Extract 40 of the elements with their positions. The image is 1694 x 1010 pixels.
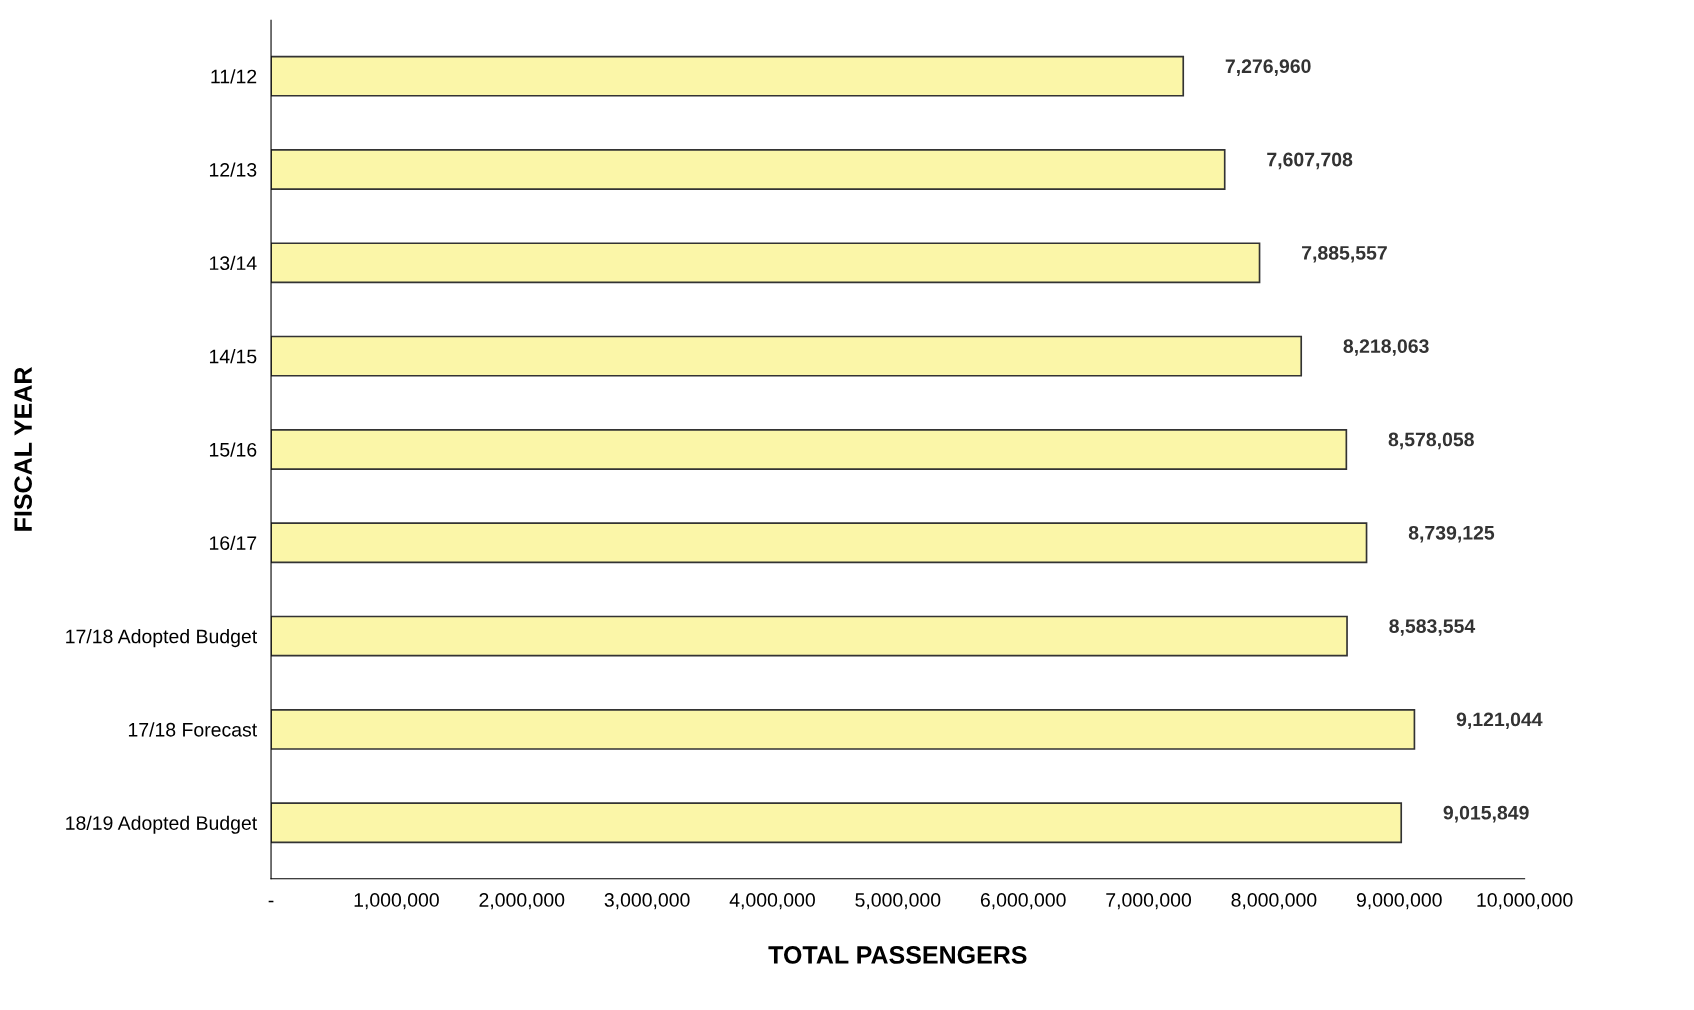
bar (271, 429, 1348, 470)
data-label: 9,121,044 (1456, 712, 1543, 730)
data-label: 7,276,960 (1225, 59, 1311, 76)
x-tick-label: 2,000,000 (479, 893, 565, 910)
data-label: 7,607,708 (1267, 152, 1353, 170)
x-tick-label: 6,000,000 (980, 893, 1066, 910)
bar (271, 802, 1403, 844)
x-tick-label: 7,000,000 (1106, 893, 1192, 910)
data-label: 9,015,849 (1443, 805, 1529, 823)
y-tick-label: 18/19 Adopted Budget (66, 815, 258, 834)
bar (271, 242, 1261, 284)
bar (271, 708, 1416, 750)
x-tick-label: 8,000,000 (1231, 893, 1317, 910)
x-axis-title: TOTAL PASSENGERS (768, 946, 1027, 964)
y-tick-label: 12/13 (209, 162, 257, 177)
bar (271, 149, 1226, 190)
y-axis-title: FISCAL YEAR (14, 367, 32, 531)
data-label: 8,218,063 (1343, 339, 1429, 356)
y-tick-label: 16/17 (209, 535, 257, 550)
y-tick-label: 11/12 (211, 69, 257, 84)
data-label: 8,583,554 (1389, 619, 1476, 636)
x-tick-label: 5,000,000 (855, 893, 941, 910)
x-tick-label: 9,000,000 (1356, 893, 1442, 910)
y-tick-label: 14/15 (209, 349, 257, 364)
bar (271, 55, 1185, 97)
x-tick-label: - (268, 900, 274, 903)
x-tick-label: 3,000,000 (604, 893, 690, 910)
data-label: 7,885,557 (1302, 245, 1387, 263)
y-tick-label: 15/16 (209, 442, 257, 457)
bar (271, 335, 1303, 377)
y-tick-label: 13/14 (209, 255, 257, 271)
bar (271, 615, 1348, 657)
x-tick-label: 1,000,000 (354, 893, 439, 910)
data-label: 8,739,125 (1408, 525, 1495, 543)
x-tick-label: 4,000,000 (729, 893, 815, 910)
x-tick-label: 10,000,000 (1477, 893, 1573, 910)
data-label: 8,578,058 (1388, 432, 1474, 450)
bar (271, 522, 1368, 564)
y-tick-label: 17/18 Adopted Budget (66, 629, 258, 648)
y-tick-label: 17/18 Forecast (128, 722, 258, 737)
